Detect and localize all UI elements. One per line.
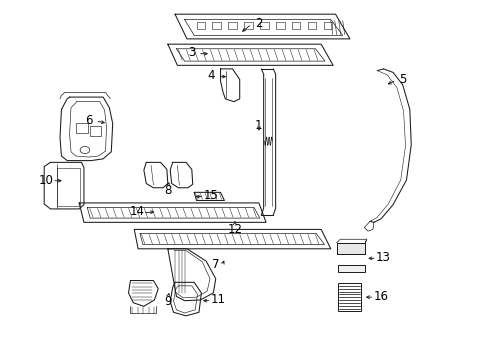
Text: 14: 14 xyxy=(129,205,144,218)
Text: 2: 2 xyxy=(255,17,262,30)
Bar xyxy=(244,22,252,29)
Bar xyxy=(291,22,300,29)
Bar xyxy=(307,22,316,29)
Text: 6: 6 xyxy=(85,113,92,126)
Bar xyxy=(323,22,331,29)
Text: 3: 3 xyxy=(188,46,195,59)
Text: 16: 16 xyxy=(373,290,388,303)
Bar xyxy=(260,22,268,29)
Text: 4: 4 xyxy=(207,69,214,82)
Bar xyxy=(196,22,205,29)
Bar xyxy=(90,126,101,136)
Bar xyxy=(212,22,221,29)
Text: 11: 11 xyxy=(210,293,225,306)
Text: 1: 1 xyxy=(255,119,262,132)
Text: 5: 5 xyxy=(398,73,406,86)
Text: 13: 13 xyxy=(375,251,390,264)
Bar xyxy=(228,22,237,29)
Bar xyxy=(338,265,364,272)
Text: 12: 12 xyxy=(227,223,242,236)
Bar xyxy=(76,123,88,134)
Bar xyxy=(336,243,365,254)
Bar xyxy=(336,243,365,254)
Bar xyxy=(337,283,360,311)
Bar xyxy=(275,22,284,29)
Text: 10: 10 xyxy=(38,174,53,186)
Text: 8: 8 xyxy=(164,184,171,197)
Text: 15: 15 xyxy=(203,189,218,202)
Text: 9: 9 xyxy=(164,295,171,308)
Text: 7: 7 xyxy=(212,258,219,271)
Bar xyxy=(57,168,80,207)
